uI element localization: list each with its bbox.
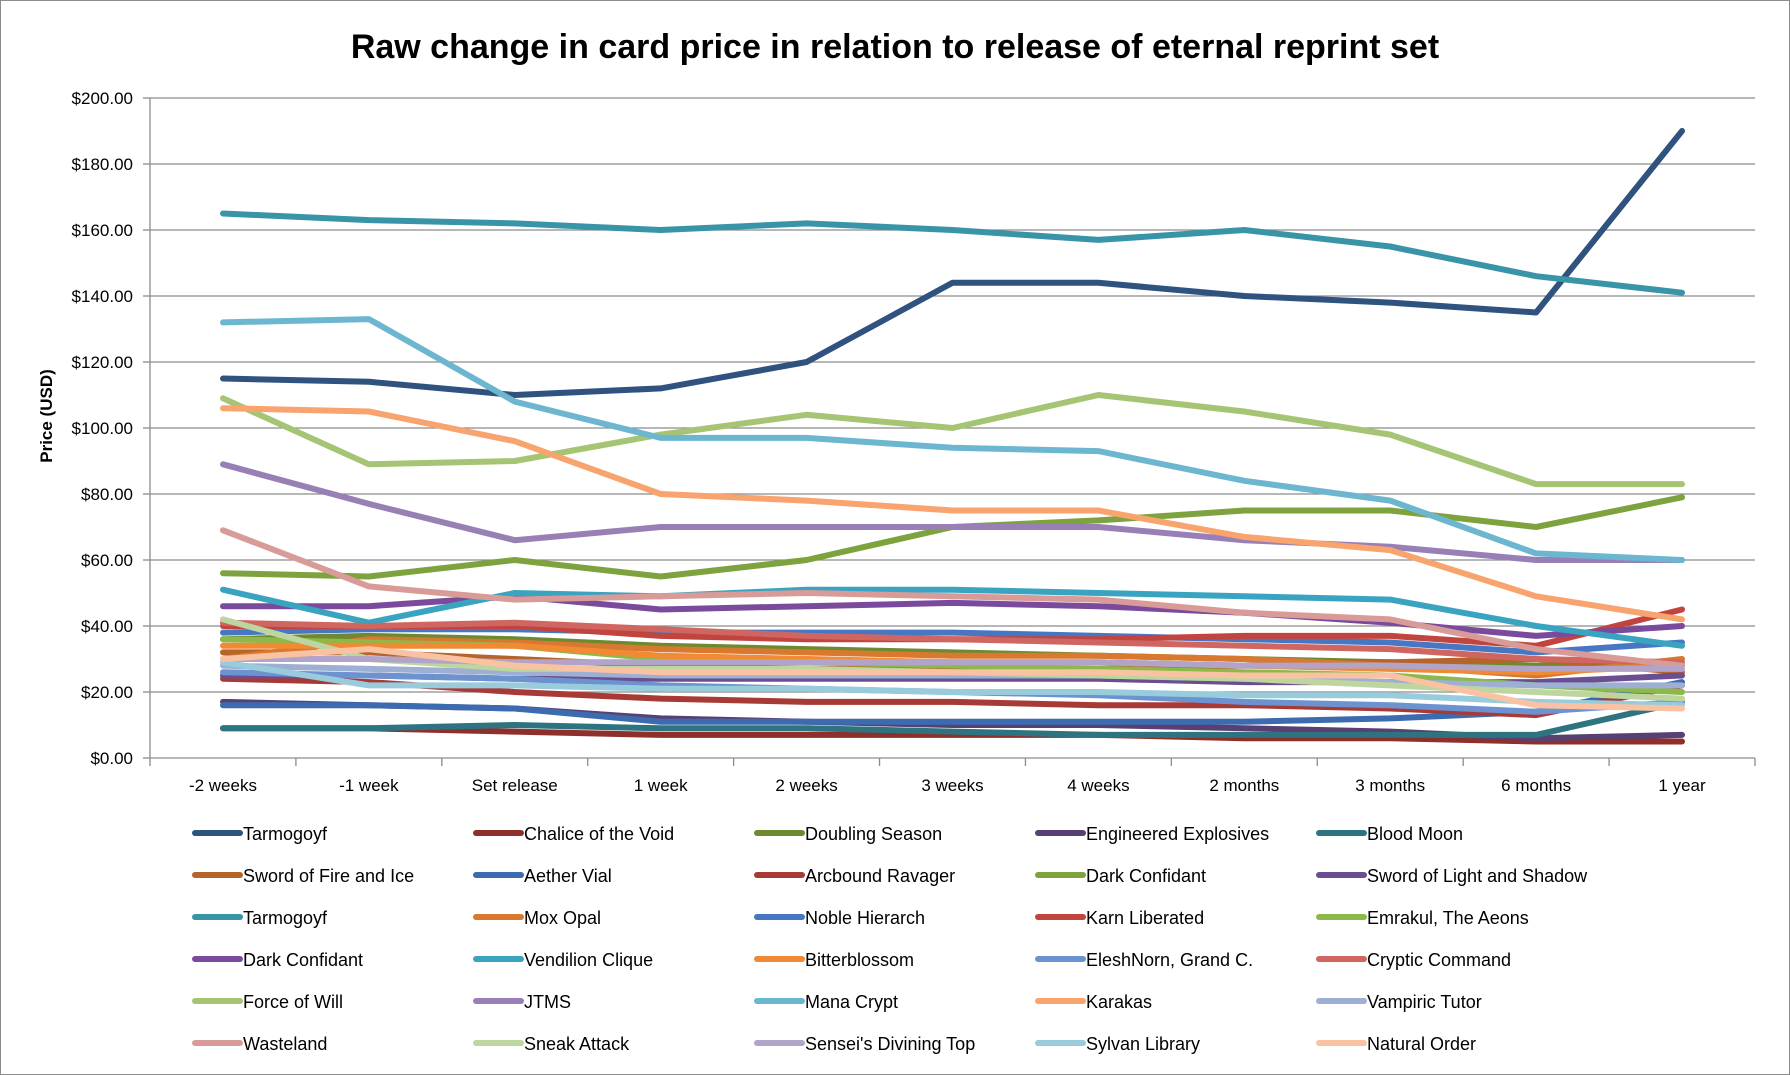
series-line-24 — [220, 405, 1685, 623]
y-tick-label: $80.00 — [81, 485, 133, 504]
series-line-2 — [220, 725, 1685, 745]
legend-label: EleshNorn, Grand C. — [1086, 950, 1253, 970]
series-line-20 — [220, 619, 1685, 666]
series-line-22 — [220, 461, 1685, 563]
series-line-13 — [220, 626, 1685, 656]
legend-label: Noble Hierarch — [805, 908, 925, 928]
series-line-8 — [220, 675, 1685, 719]
y-tick-label: $140.00 — [72, 287, 133, 306]
x-tick-labels: -2 weeks -1 week Set release 1 week 2 weeks 3… — [189, 776, 1706, 795]
y-tick-label: $120.00 — [72, 353, 133, 372]
series-line-17 — [220, 586, 1685, 649]
x-tick-label: -1 week — [339, 776, 399, 795]
legend-label: Karakas — [1086, 992, 1152, 1012]
y-tick-label: $60.00 — [81, 551, 133, 570]
legend-label: Natural Order — [1367, 1034, 1476, 1054]
y-tick-label: $0.00 — [90, 749, 133, 768]
x-tick-label: 6 months — [1501, 776, 1571, 795]
legend-label: Cryptic Command — [1367, 950, 1511, 970]
x-tick-label: 1 year — [1658, 776, 1706, 795]
legend-label: Force of Will — [243, 992, 343, 1012]
series-line-5 — [220, 698, 1685, 738]
series-line-21 — [220, 392, 1685, 488]
legend-label: Emrakul, The Aeons — [1367, 908, 1529, 928]
legend-label: Sneak Attack — [524, 1034, 630, 1054]
series-line-1 — [220, 128, 1685, 398]
y-tick-labels: $0.00 $20.00 $40.00 $60.00 $80.00 $100.00 $120… — [72, 89, 133, 768]
legend-label: Sword of Light and Shadow — [1367, 866, 1588, 886]
x-tick-label: 2 weeks — [775, 776, 837, 795]
series-line-23 — [220, 316, 1685, 563]
legend-label: Mox Opal — [524, 908, 601, 928]
legend-label: Engineered Explosives — [1086, 824, 1269, 844]
legend-label: Sylvan Library — [1086, 1034, 1200, 1054]
y-axis-label: Price (USD) — [37, 369, 56, 463]
legend-label: Blood Moon — [1367, 824, 1463, 844]
series-line-11 — [220, 210, 1685, 296]
legend-label: Vendilion Clique — [524, 950, 653, 970]
legend-label: Doubling Season — [805, 824, 942, 844]
x-tick-label: 4 weeks — [1067, 776, 1129, 795]
legend-label: Karn Liberated — [1086, 908, 1204, 928]
y-tick-label: $20.00 — [81, 683, 133, 702]
series-line-30 — [220, 646, 1685, 712]
axes — [143, 97, 1756, 766]
legend-label: Wasteland — [243, 1034, 327, 1054]
series-line-6 — [220, 649, 1685, 676]
series-line-26 — [220, 527, 1685, 669]
legend-label: Dark Confidant — [1086, 866, 1206, 886]
y-tick-label: $40.00 — [81, 617, 133, 636]
x-tick-label: 3 weeks — [921, 776, 983, 795]
y-tick-label: $100.00 — [72, 419, 133, 438]
legend-label: Vampiric Tutor — [1367, 992, 1482, 1012]
y-tick-label: $180.00 — [72, 155, 133, 174]
x-tick-label: -2 weeks — [189, 776, 257, 795]
legend-label: Sword of Fire and Ice — [243, 866, 414, 886]
series-lines — [220, 128, 1685, 745]
y-tick-label: $200.00 — [72, 89, 133, 108]
series-line-29 — [220, 659, 1685, 709]
x-tick-label: 2 months — [1209, 776, 1279, 795]
legend-label: Mana Crypt — [805, 992, 898, 1012]
legend-label: Chalice of the Void — [524, 824, 674, 844]
legend-label: Bitterblossom — [805, 950, 914, 970]
legend: Tarmogoyf Chalice of the Void Doubling Sea… — [192, 824, 1588, 1054]
legend-label: JTMS — [524, 992, 571, 1012]
x-tick-label: 1 week — [634, 776, 688, 795]
legend-label: Aether Vial — [524, 866, 612, 886]
chart-title: Raw change in card price in relation to … — [351, 28, 1439, 66]
x-tick-label: Set release — [472, 776, 558, 795]
y-tick-label: $160.00 — [72, 221, 133, 240]
legend-label: Tarmogoyf — [243, 824, 328, 844]
x-tick-label: 3 months — [1355, 776, 1425, 795]
legend-label: Sensei's Divining Top — [805, 1034, 975, 1054]
legend-label: Dark Confidant — [243, 950, 363, 970]
legend-label: Tarmogoyf — [243, 908, 328, 928]
legend-label: Arcbound Ravager — [805, 866, 955, 886]
series-line-7 — [220, 679, 1685, 725]
